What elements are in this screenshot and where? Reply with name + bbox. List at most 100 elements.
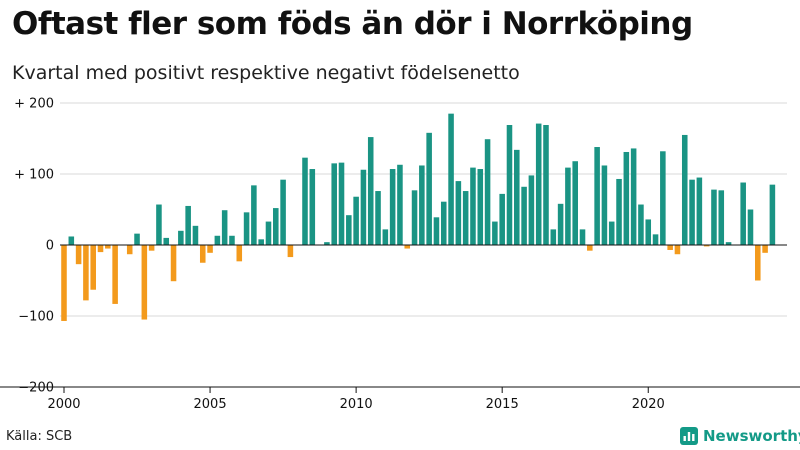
bar-positive: [280, 179, 286, 245]
x-tick-label: 2000: [47, 397, 80, 412]
bar-positive: [382, 229, 389, 245]
bar-positive: [711, 189, 717, 245]
bar-negative: [83, 245, 89, 301]
bar-positive: [185, 205, 191, 245]
bar-positive: [696, 177, 703, 245]
bar-negative: [207, 245, 213, 253]
bar-positive: [521, 186, 527, 245]
bar-positive: [492, 221, 498, 245]
bar-positive: [514, 149, 520, 245]
bar-positive: [740, 182, 746, 245]
bar-positive: [338, 162, 345, 245]
bar-negative: [61, 245, 67, 321]
bar-negative: [90, 245, 96, 290]
bar-positive: [273, 208, 279, 245]
bar-positive: [462, 191, 469, 245]
bar-positive: [192, 225, 199, 245]
bar-positive: [681, 134, 688, 245]
bar-positive: [543, 125, 549, 245]
bar-positive: [324, 242, 330, 245]
bar-positive: [499, 193, 505, 245]
bar-positive: [535, 123, 542, 245]
bar-positive: [251, 185, 257, 245]
bar-positive: [178, 230, 184, 245]
bar-positive: [623, 151, 630, 245]
bar-positive: [214, 235, 221, 245]
source-note: Källa: SCB: [6, 429, 73, 444]
bar-positive: [440, 201, 447, 245]
bar-positive: [550, 229, 557, 245]
bar-positive: [360, 169, 367, 245]
bar-negative: [674, 245, 681, 255]
bar-negative: [703, 245, 710, 247]
bar-positive: [484, 139, 491, 245]
bar-positive: [455, 181, 462, 245]
bar-negative: [75, 245, 82, 265]
newsworthy-logo-icon: [680, 427, 698, 445]
bar-positive: [565, 167, 571, 245]
bar-positive: [747, 209, 754, 245]
bar-positive: [689, 179, 695, 245]
bar-positive: [557, 203, 564, 245]
x-tick-label: 2020: [632, 397, 665, 412]
brand-logo: Newsworthy: [680, 426, 800, 446]
bar-positive: [645, 219, 652, 245]
bar-positive: [346, 215, 352, 245]
bar-positive: [353, 196, 359, 245]
chart-title: Oftast fler som föds än dör i Norrköping: [12, 6, 693, 42]
bar-negative: [105, 245, 111, 249]
bar-positive: [528, 175, 535, 245]
y-tick-label: −100: [18, 310, 54, 325]
bar-positive: [163, 237, 170, 245]
bar-positive: [309, 169, 316, 245]
bar-negative: [587, 245, 593, 251]
bar-positive: [302, 157, 308, 245]
bar-positive: [411, 190, 418, 245]
bar-negative: [667, 245, 673, 250]
bar-positive: [616, 178, 622, 245]
bar-positive: [419, 165, 425, 245]
bar-negative: [404, 245, 411, 249]
y-tick-label: −200: [18, 381, 54, 396]
bar-positive: [630, 148, 637, 245]
brand-name: Newsworthy: [703, 427, 800, 445]
bar-positive: [426, 132, 432, 245]
bar-positive: [367, 137, 374, 245]
bar-negative: [170, 245, 177, 282]
bar-positive: [265, 221, 272, 245]
bar-negative: [287, 245, 294, 258]
x-tick-label: 2015: [486, 397, 519, 412]
bar-positive: [660, 151, 666, 245]
bar-positive: [477, 169, 484, 245]
bar-positive: [608, 221, 615, 245]
chart-subtitle: Kvartal med positivt respektive negativt…: [12, 62, 520, 84]
bar-negative: [762, 245, 768, 253]
bar-positive: [470, 167, 476, 245]
bar-positive: [331, 163, 337, 245]
bar-positive: [258, 239, 264, 245]
bar-positive: [718, 190, 725, 245]
bar-positive: [769, 184, 776, 245]
bar-positive: [448, 113, 454, 246]
bar-negative: [141, 245, 148, 320]
y-tick-label: 0: [46, 239, 54, 254]
bars: [61, 113, 776, 321]
bar-positive: [134, 233, 140, 245]
x-tick-label: 2005: [194, 397, 227, 412]
bar-positive: [638, 204, 644, 245]
bar-positive: [601, 165, 608, 245]
x-tick-label: 2010: [340, 397, 373, 412]
bar-positive: [243, 212, 250, 245]
bar-positive: [375, 191, 381, 245]
bar-negative: [148, 245, 155, 251]
bar-negative: [126, 245, 133, 255]
bar-negative: [199, 245, 206, 263]
bar-positive: [652, 234, 659, 245]
bar-negative: [755, 245, 761, 281]
bar-positive: [579, 229, 586, 245]
bar-negative: [97, 245, 104, 253]
bar-positive: [221, 210, 228, 245]
bar-positive: [506, 125, 513, 245]
